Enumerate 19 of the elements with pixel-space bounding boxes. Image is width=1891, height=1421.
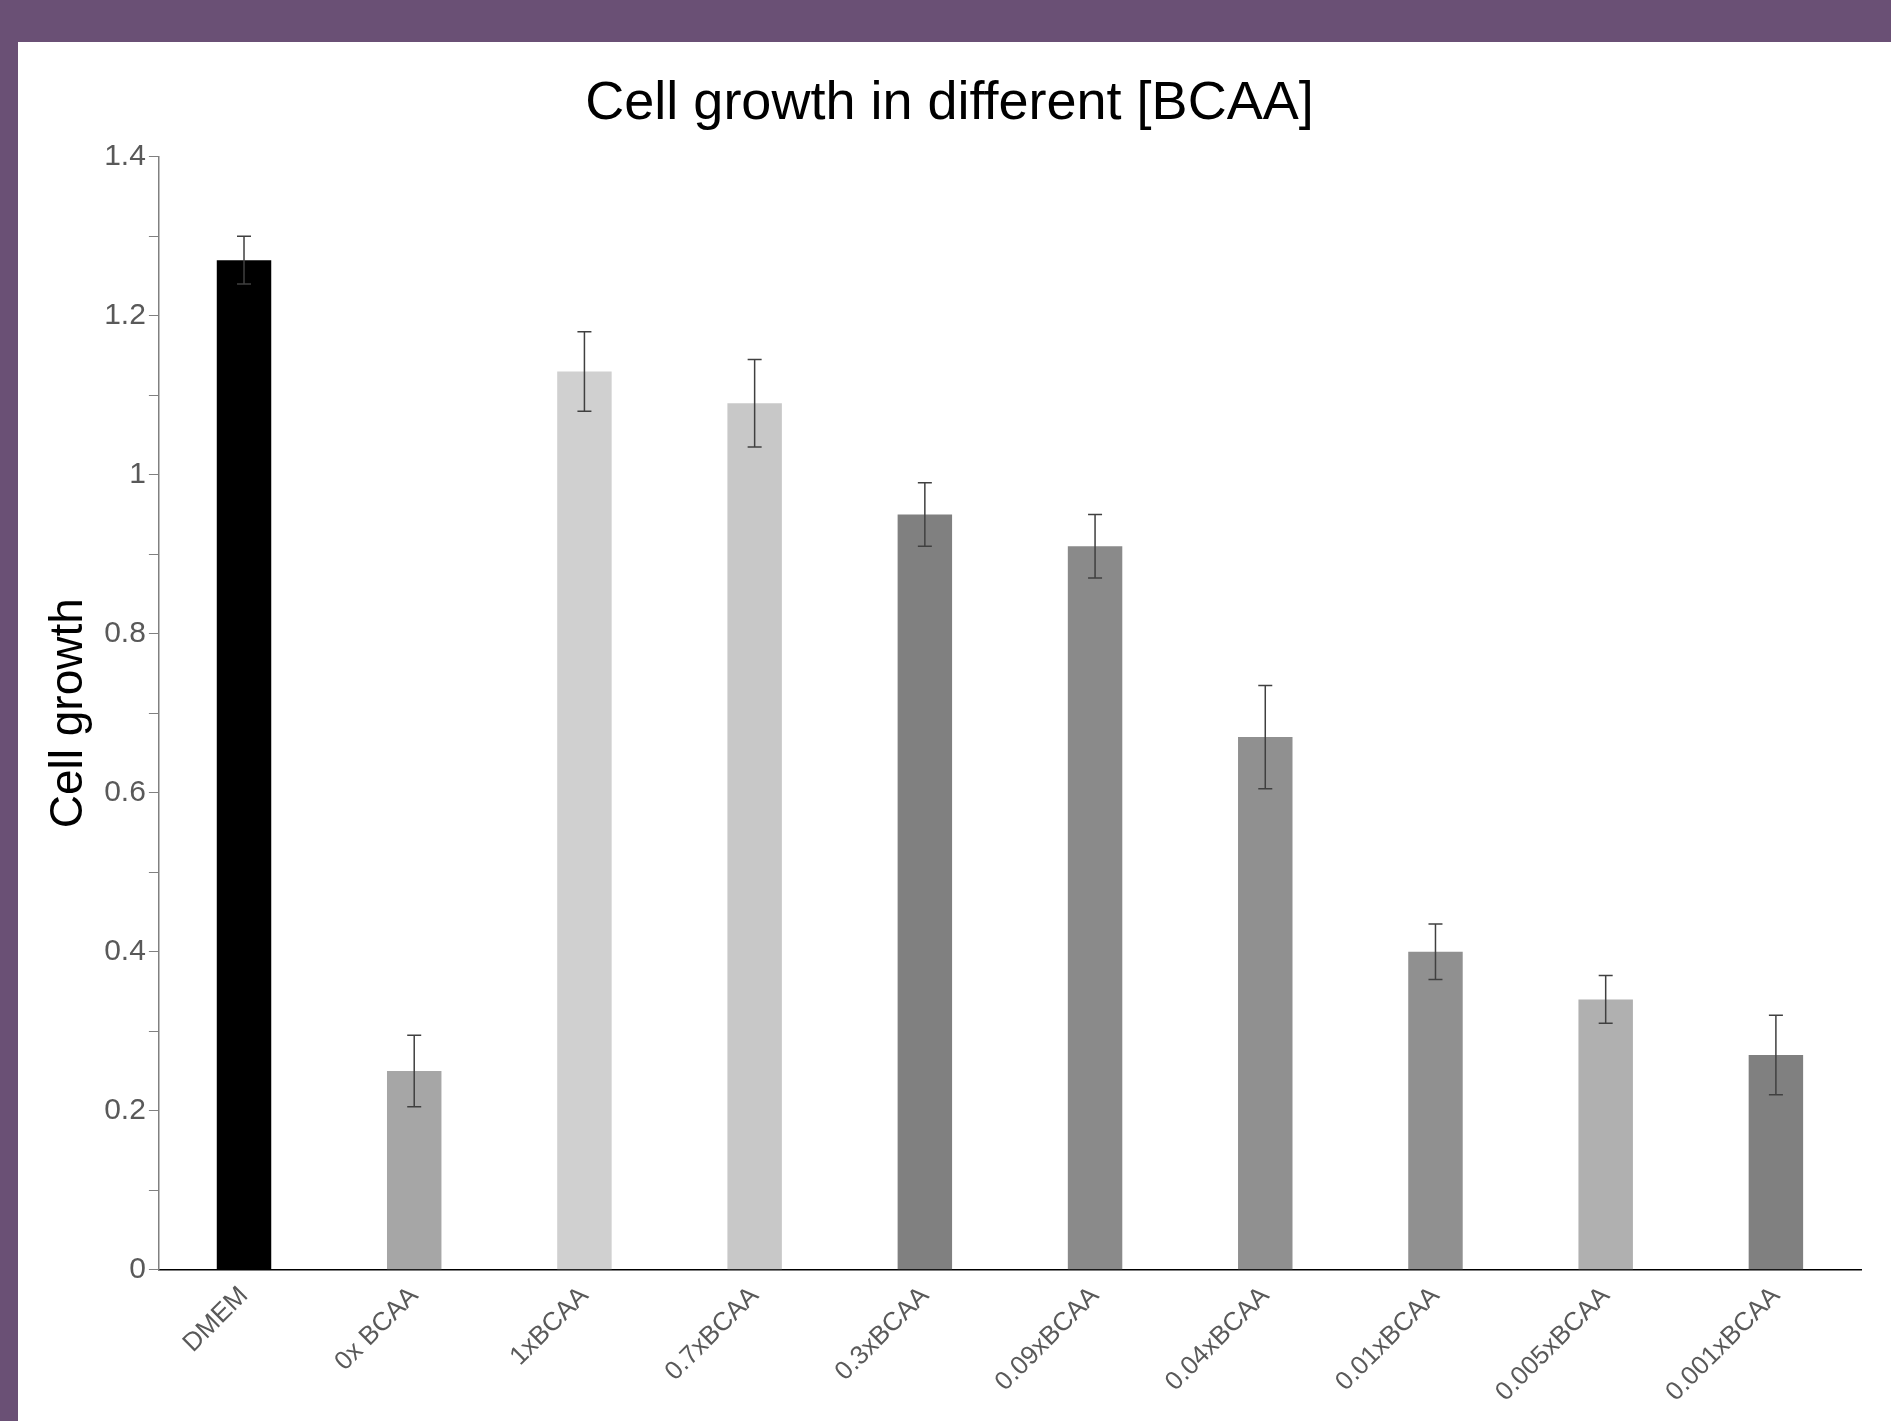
- y-tick-label: 0.4: [104, 932, 146, 966]
- bar: [1578, 999, 1633, 1270]
- bar: [386, 1070, 442, 1270]
- bar: [1067, 546, 1123, 1270]
- bar: [727, 403, 782, 1270]
- y-tick-label: 0.8: [104, 615, 146, 649]
- y-tick-label: 1: [129, 456, 146, 490]
- bar: [557, 371, 612, 1270]
- bar: [1238, 737, 1293, 1270]
- y-tick-label: 0.2: [104, 1091, 146, 1125]
- y-axis-title: Cell growth: [40, 598, 93, 829]
- y-tick-label: 1.4: [104, 138, 146, 172]
- y-tick-label: 1.2: [104, 297, 146, 331]
- bar: [1748, 1055, 1804, 1270]
- y-tick-label: 0: [129, 1250, 146, 1284]
- bar: [1408, 951, 1463, 1270]
- bar: [897, 514, 953, 1270]
- chart-title: Cell growth in different [BCAA]: [585, 70, 1314, 131]
- y-tick-label: 0.6: [104, 773, 146, 807]
